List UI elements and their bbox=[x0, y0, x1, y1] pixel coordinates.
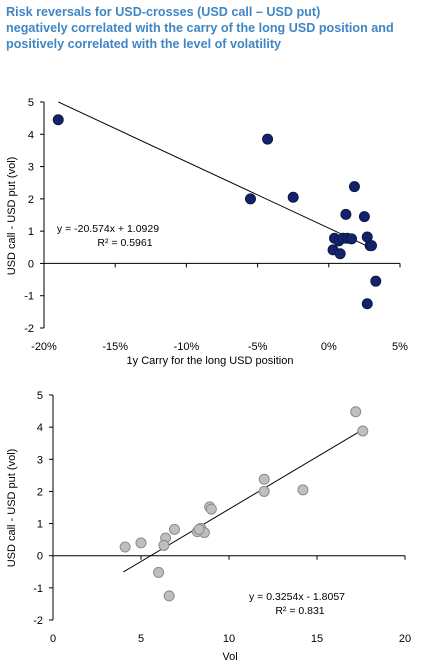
vol-data-point bbox=[153, 566, 165, 578]
vol-y-tick-label: -1 bbox=[33, 583, 43, 595]
chart-title-block: Risk reversals for USD-crosses (USD call… bbox=[6, 4, 424, 52]
vol-x-axis-label: Vol bbox=[222, 651, 237, 663]
carry-axes bbox=[40, 101, 401, 329]
carry-scatter-chart: -2 -1 0 1 2 3 4 5 -20% -15% -10% -5% 0% 5% y = -20.57… bbox=[6, 97, 408, 367]
carry-x-tick-label: -20% bbox=[31, 341, 57, 353]
carry-regression-equation: y = -20.574x + 1.0929 bbox=[57, 223, 159, 235]
carry-x-tick-label: -10% bbox=[174, 341, 200, 353]
vol-x-tick-label: 5 bbox=[138, 633, 144, 645]
carry-trendline-line bbox=[58, 101, 372, 249]
carry-data-point bbox=[348, 181, 360, 193]
vol-data-point bbox=[135, 537, 147, 549]
vol-data-point bbox=[168, 523, 180, 535]
carry-points bbox=[52, 114, 382, 310]
carry-y-tick-label: 3 bbox=[28, 162, 34, 174]
vol-y-tick-label: 4 bbox=[37, 422, 43, 434]
carry-data-point bbox=[244, 193, 256, 205]
vol-data-point bbox=[205, 503, 217, 515]
vol-y-tick-label: 5 bbox=[37, 390, 43, 402]
carry-y-tick-label: 4 bbox=[28, 129, 34, 141]
title-line-1: Risk reversals for USD-crosses (USD call… bbox=[6, 5, 321, 19]
title-line-3: positively correlated with the level of … bbox=[6, 37, 282, 51]
vol-y-tick-label: 1 bbox=[37, 519, 43, 531]
carry-data-point bbox=[262, 133, 274, 145]
carry-data-point bbox=[334, 248, 346, 260]
carry-x-tick-label: 0% bbox=[321, 341, 337, 353]
carry-data-point bbox=[346, 233, 358, 245]
carry-y-tick-label: -2 bbox=[24, 323, 34, 335]
carry-y-tick-label: 1 bbox=[28, 226, 34, 238]
carry-y-tick-label: 2 bbox=[28, 194, 34, 206]
carry-tick-labels: -2 -1 0 1 2 3 4 5 -20% -15% -10% -5% 0% 5% bbox=[24, 97, 408, 353]
carry-x-tick-label: -15% bbox=[102, 341, 128, 353]
vol-data-point bbox=[158, 539, 170, 551]
carry-y-tick-label: -1 bbox=[24, 291, 34, 303]
vol-data-point bbox=[119, 541, 131, 553]
carry-x-axis-label: 1y Carry for the long USD position bbox=[127, 355, 294, 367]
carry-x-tick-label: -5% bbox=[248, 341, 268, 353]
carry-x-tick-label: 5% bbox=[392, 341, 408, 353]
carry-y-tick-label: 0 bbox=[28, 258, 34, 270]
vol-y-tick-label: -2 bbox=[33, 615, 43, 627]
vol-y-axis-label: USD call - USD put (vol) bbox=[6, 449, 18, 568]
vol-data-point bbox=[163, 590, 175, 602]
carry-regression-r2: R² = 0.5961 bbox=[97, 237, 152, 249]
carry-data-point bbox=[358, 211, 370, 223]
vol-points bbox=[119, 406, 369, 602]
carry-data-point bbox=[340, 208, 352, 220]
carry-data-point bbox=[370, 275, 382, 287]
title-line-2: negatively correlated with the carry of … bbox=[6, 21, 394, 35]
vol-x-tick-label: 20 bbox=[399, 633, 411, 645]
vol-trendline bbox=[123, 430, 362, 573]
vol-data-point bbox=[258, 485, 270, 497]
carry-trendline bbox=[58, 101, 372, 249]
vol-y-tick-label: 0 bbox=[37, 551, 43, 563]
vol-x-tick-label: 10 bbox=[223, 633, 235, 645]
carry-data-point bbox=[287, 191, 299, 203]
vol-tick-labels: -2 -1 0 1 2 3 4 5 0 5 10 15 20 bbox=[33, 390, 411, 645]
vol-x-tick-label: 0 bbox=[50, 633, 56, 645]
vol-y-tick-label: 3 bbox=[37, 454, 43, 466]
carry-y-tick-label: 5 bbox=[28, 97, 34, 109]
vol-y-tick-label: 2 bbox=[37, 486, 43, 498]
vol-data-point bbox=[350, 406, 362, 418]
vol-trendline-line bbox=[123, 430, 362, 573]
vol-regression-equation: y = 0.3254x - 1.8057 bbox=[249, 591, 345, 603]
vol-axes bbox=[49, 394, 406, 621]
vol-regression-r2: R² = 0.831 bbox=[275, 605, 324, 617]
carry-data-point bbox=[52, 114, 64, 126]
carry-data-point bbox=[361, 298, 373, 310]
vol-data-point bbox=[297, 484, 309, 496]
carry-data-point bbox=[366, 240, 378, 252]
vol-x-tick-label: 15 bbox=[311, 633, 323, 645]
carry-y-axis-label: USD call - USD put (vol) bbox=[6, 157, 18, 276]
vol-data-point bbox=[357, 425, 369, 437]
vol-data-point bbox=[258, 473, 270, 485]
vol-data-point bbox=[193, 523, 205, 535]
